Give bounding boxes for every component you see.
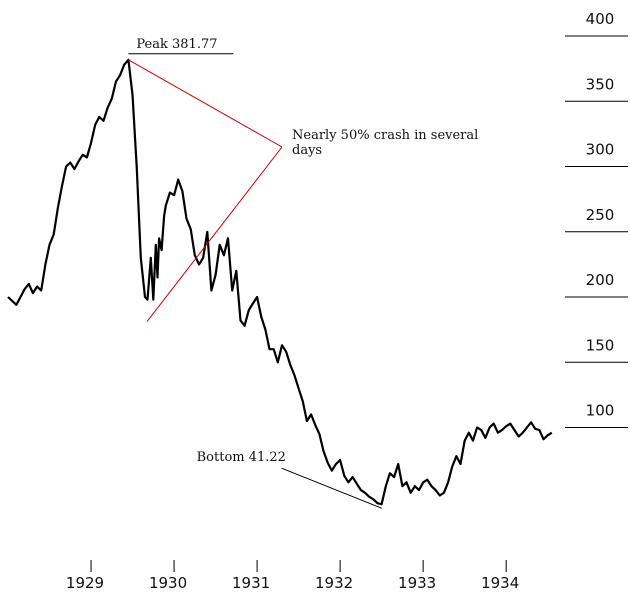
x-tick-label: 1934	[481, 574, 519, 592]
bottom-annotation: Bottom 41.22	[197, 450, 286, 465]
x-tick-label: 1931	[232, 574, 270, 592]
crash-pointer-line-top	[128, 59, 283, 148]
x-tick-label: 1929	[66, 574, 104, 592]
series-layer	[7, 58, 553, 506]
y-tick-label: 400	[586, 10, 615, 28]
x-tick-label: 1933	[398, 574, 436, 592]
crash-annotation-line1: Nearly 50% crash in several	[292, 128, 478, 143]
x-tick-label: 1932	[315, 574, 353, 592]
y-tick-label: 300	[586, 141, 615, 159]
y-axis: 400 350 300 250 200 150 100	[565, 10, 628, 428]
y-tick-label: 200	[586, 271, 615, 289]
annotations: Peak 381.77 Nearly 50% crash in several …	[128, 37, 478, 509]
crash-pointer-line-bottom	[146, 146, 283, 322]
bottom-leader-line	[281, 467, 382, 509]
peak-annotation: Peak 381.77	[136, 37, 217, 52]
y-tick-label: 150	[586, 336, 615, 354]
y-tick-label: 250	[586, 206, 615, 224]
x-tick-label: 1930	[149, 574, 187, 592]
crash-annotation-line2: days	[292, 143, 322, 158]
series-line	[7, 58, 553, 506]
x-axis: 1929 1930 1931 1932 1933 1934	[66, 560, 519, 592]
y-tick-label: 100	[586, 402, 615, 420]
y-tick-label: 350	[586, 75, 615, 93]
